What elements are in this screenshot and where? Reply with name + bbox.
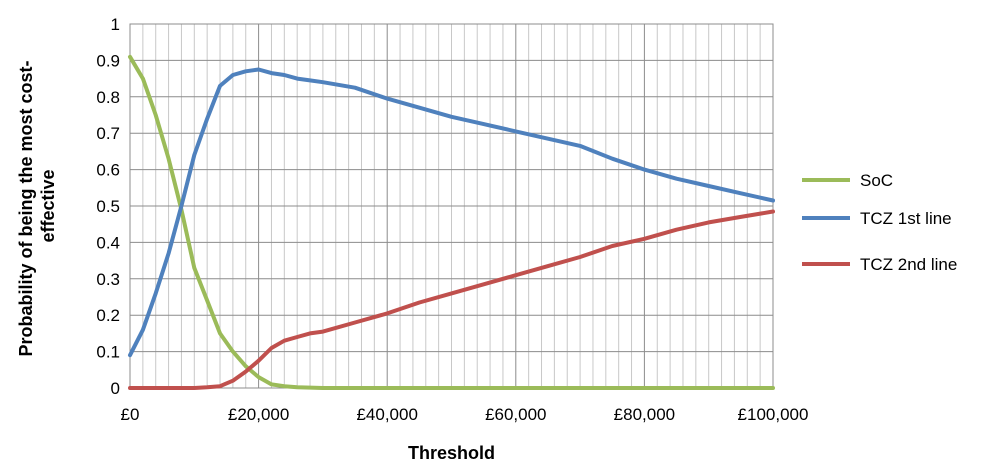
grid xyxy=(129,23,774,389)
legend-label: TCZ 2nd line xyxy=(860,255,957,274)
series-line-tcz-2nd-line xyxy=(128,209,775,390)
series-line-soc xyxy=(128,54,775,390)
y-tick-label: 0.4 xyxy=(96,233,120,252)
y-tick-label: 0.8 xyxy=(96,88,120,107)
y-tick-label: 0.5 xyxy=(96,197,120,216)
x-axis-title: Threshold xyxy=(408,443,495,463)
legend-label: TCZ 1st line xyxy=(860,209,952,228)
y-tick-label: 0.3 xyxy=(96,270,120,289)
y-tick-label: 0.2 xyxy=(96,306,120,325)
y-tick-label: 0.6 xyxy=(96,161,120,180)
y-axis-title: Probability of being the most cost- effe… xyxy=(16,55,58,356)
x-tick-label: £40,000 xyxy=(356,405,417,424)
y-tick-label: 0 xyxy=(111,379,120,398)
x-tick-label: £80,000 xyxy=(614,405,675,424)
legend: SoC TCZ 1st line TCZ 2nd line xyxy=(802,171,957,274)
series-lines xyxy=(128,54,775,390)
x-tick-label: £20,000 xyxy=(228,405,289,424)
x-tick-label: £0 xyxy=(121,405,140,424)
y-tick-label: 0.9 xyxy=(96,51,120,70)
y-axis-title-line-1: Probability of being the most cost- xyxy=(16,60,36,356)
y-tick-label: 1 xyxy=(111,15,120,34)
legend-label: SoC xyxy=(860,171,893,190)
y-tick-label: 0.7 xyxy=(96,124,120,143)
y-axis-title-line-2: effective xyxy=(38,169,58,242)
x-tick-label: £60,000 xyxy=(485,405,546,424)
series-line-tcz-1st-line xyxy=(128,67,775,358)
x-tick-label: £100,000 xyxy=(738,405,809,424)
tick-labels: 0 0.1 0.2 0.3 0.4 0.5 0.6 0.7 0.8 0.9 1 £0 £20,000 £4… xyxy=(96,15,808,424)
y-tick-label: 0.1 xyxy=(96,343,120,362)
